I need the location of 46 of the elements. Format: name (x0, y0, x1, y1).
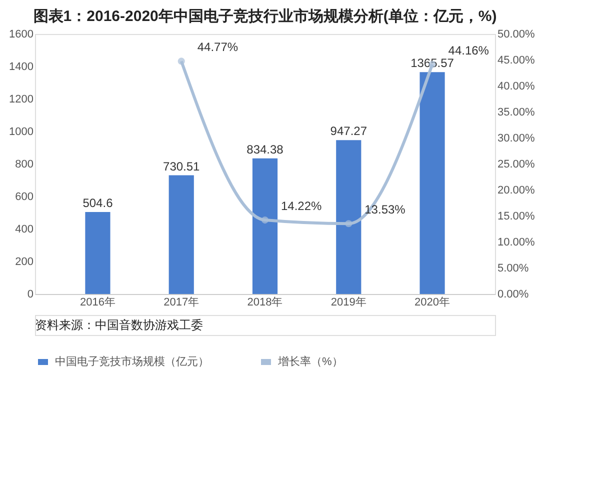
point (261, 216, 269, 224)
y2-tick-label: 15.00% (498, 210, 536, 222)
y-tick-label: 1400 (9, 61, 34, 73)
x-tick-label: 2019年 (330, 296, 366, 308)
chart-title: 图表1：2016-2020年中国电子竞技行业市场规模分析(单位：亿元，%) (33, 7, 497, 25)
bar (168, 175, 194, 294)
x-tick-label: 2017年 (164, 296, 200, 308)
x-tick-label: 2018年 (247, 296, 283, 308)
y2-tick-label: 35.00% (498, 106, 536, 118)
data-label: 730.51 (163, 159, 200, 174)
y-tick-label: 400 (15, 224, 34, 236)
y-tick-label: 1000 (9, 126, 34, 138)
y-tick-label: 1600 (9, 28, 34, 40)
bar (336, 140, 362, 294)
text: 资料来源：中国音数协游戏工委 (35, 318, 203, 332)
bar (85, 212, 110, 294)
legend-label: 增长率（%） (277, 355, 343, 368)
y-tick-label: 1200 (9, 94, 34, 106)
y2-tick-label: 20.00% (498, 184, 536, 196)
data-label: 13.53% (364, 202, 406, 217)
y2-tick-label: 25.00% (498, 158, 536, 170)
y2-tick-label: 0.00% (498, 288, 529, 300)
y-tick-label: 200 (15, 256, 34, 268)
point (345, 220, 352, 228)
point (178, 58, 185, 65)
data-label: 44.16% (448, 43, 490, 58)
bar (420, 72, 445, 294)
y2-tick-label: 10.00% (498, 236, 536, 248)
y-tick-label: 0 (27, 288, 34, 300)
data-label: 947.27 (330, 124, 368, 138)
x-tick-label: 2020年 (414, 296, 450, 308)
y2-tick-label: 40.00% (498, 80, 536, 92)
x-tick-label: 2016年 (80, 296, 116, 308)
data-label: 44.77% (197, 40, 238, 54)
y2-tick-label: 45.00% (498, 54, 536, 66)
legend-label: 中国电子竞技市场规模（亿元） (55, 355, 209, 368)
y2-tick-label: 5.00% (498, 262, 529, 274)
y2-tick-label: 30.00% (498, 132, 536, 144)
data-label: 14.22% (281, 199, 322, 214)
data-label: 504.6 (82, 196, 114, 210)
y2-tick-label: 50.00% (498, 28, 536, 40)
y-tick-label: 600 (15, 191, 34, 203)
y-tick-label: 800 (15, 158, 34, 170)
data-label: 834.38 (246, 142, 284, 156)
data-label: 1365.57 (410, 56, 454, 70)
bar (252, 158, 278, 294)
